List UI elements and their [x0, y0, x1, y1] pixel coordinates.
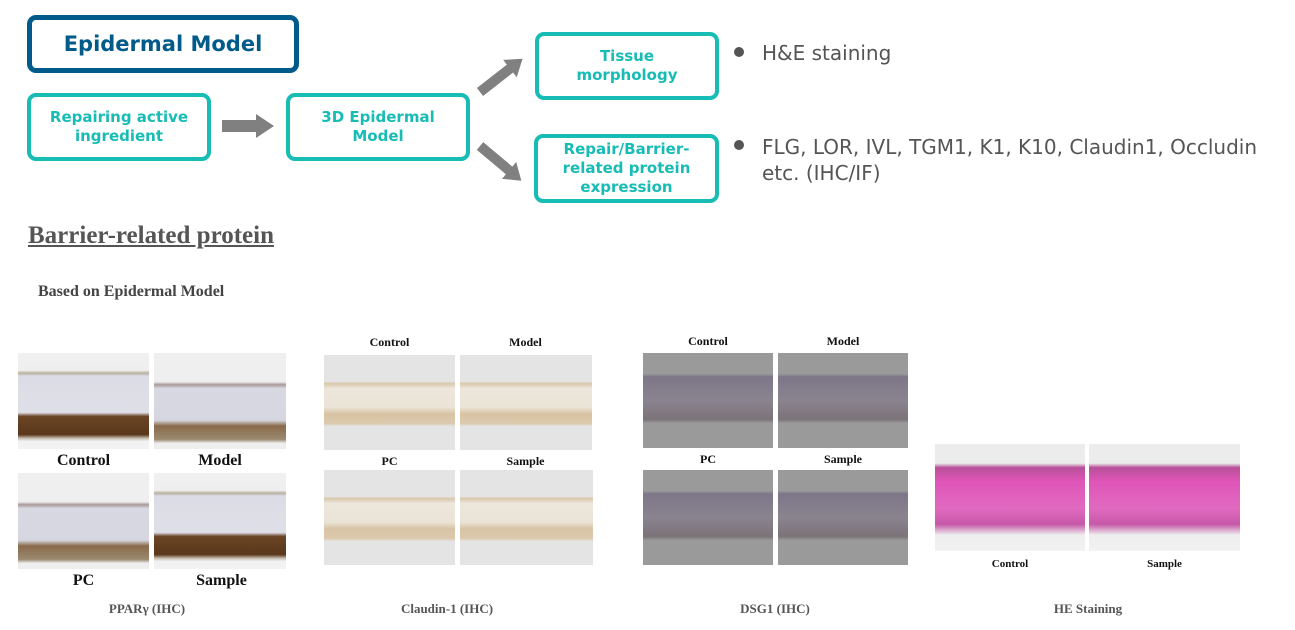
- claudin-label-control: Control: [369, 335, 410, 349]
- bullet-he-staining: H&E staining: [762, 41, 892, 65]
- model-text: 3D Epidermal Model: [321, 108, 435, 145]
- input-text: Repairing active ingredient: [49, 108, 189, 145]
- ppar-label-sample: Sample: [196, 572, 247, 589]
- arrow-up-right-icon: [476, 58, 523, 96]
- dsg1-label-control: Control: [688, 334, 728, 348]
- claudin-label-model: Model: [509, 335, 542, 349]
- input-box: Repairing active ingredient: [27, 93, 211, 161]
- he-caption: HE Staining: [1053, 601, 1123, 616]
- he-label-sample: Sample: [1147, 558, 1182, 570]
- protein-expression-box: Repair/Barrier-related protein expressio…: [534, 134, 719, 203]
- dsg1-sample-image: [778, 470, 908, 565]
- claudin-label-pc: PC: [381, 454, 398, 468]
- claudin-pc-image: [324, 470, 455, 565]
- claudin-control-image: [324, 355, 455, 450]
- arrow-right-icon: [222, 114, 274, 138]
- out1-text: Tissue morphology: [576, 47, 678, 84]
- ppar-caption: PPARγ (IHC): [108, 601, 186, 616]
- section-subheading: Based on Epidermal Model: [38, 283, 225, 300]
- arrow-down-right-icon: [476, 142, 522, 181]
- epidermal-model-title-box: Epidermal Model: [27, 15, 299, 73]
- ppar-model-image: [154, 353, 286, 449]
- model-box: 3D Epidermal Model: [286, 93, 470, 161]
- ppar-sample-image: [154, 473, 286, 569]
- claudin-label-sample: Sample: [506, 454, 545, 468]
- ppar-label-control: Control: [56, 452, 111, 469]
- dsg1-label-model: Model: [826, 334, 860, 348]
- tissue-morphology-box: Tissue morphology: [535, 32, 719, 100]
- he-sample-image: [1089, 444, 1240, 551]
- dsg1-caption: DSG1 (IHC): [740, 601, 810, 616]
- section-heading: Barrier-related protein: [28, 222, 274, 249]
- he-label-control: Control: [991, 558, 1029, 570]
- ppar-control-image: [18, 353, 149, 449]
- claudin-sample-image: [460, 470, 593, 565]
- ppar-label-model: Model: [198, 452, 242, 469]
- dsg1-control-image: [643, 353, 773, 448]
- dsg1-pc-image: [643, 470, 773, 565]
- bullet-protein-list: FLG, LOR, IVL, TGM1, K1, K10, Claudin1, …: [762, 135, 1258, 185]
- dsg1-label-pc: PC: [700, 452, 716, 466]
- title-text: Epidermal Model: [63, 31, 263, 56]
- claudin-model-image: [460, 355, 592, 450]
- ppar-pc-image: [18, 473, 149, 569]
- dsg1-model-image: [778, 353, 908, 448]
- bullet-icon: [734, 47, 744, 57]
- out2-text: Repair/Barrier-related protein expressio…: [562, 140, 691, 196]
- he-control-image: [935, 444, 1085, 551]
- claudin-caption: Claudin-1 (IHC): [400, 601, 494, 616]
- dsg1-label-sample: Sample: [823, 452, 862, 466]
- ppar-label-pc: PC: [72, 572, 95, 589]
- bullet-icon: [734, 140, 744, 150]
